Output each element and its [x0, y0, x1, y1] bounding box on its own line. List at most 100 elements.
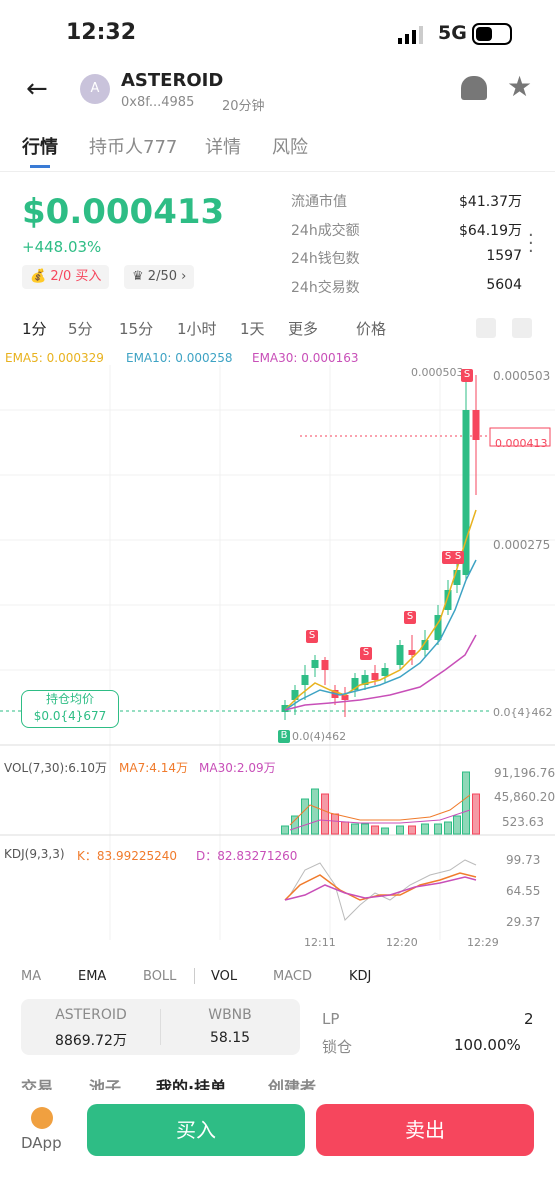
divider: [0, 171, 555, 172]
ema-legend: EMA30: 0.000163: [252, 351, 359, 365]
indicator[interactable]: VOL: [211, 969, 238, 984]
dapp-icon[interactable]: [31, 1107, 53, 1129]
stat-label: 24h交易数: [291, 279, 360, 296]
separator: [160, 1009, 161, 1045]
vol-axis: 45,860.20: [494, 790, 555, 804]
candle-body: [371, 673, 379, 680]
address[interactable]: 0x8f...4985: [121, 95, 195, 110]
axis-label: 0.000503: [493, 369, 551, 383]
interval[interactable]: 15分: [119, 320, 154, 338]
lp-value: 2: [524, 1010, 534, 1028]
sub-tab[interactable]: 创建者: [268, 1078, 317, 1090]
holding-value: $0.0{4}677: [33, 709, 107, 723]
vol-legend: MA7:4.14万: [119, 761, 188, 775]
candle-body: [361, 675, 369, 685]
tab[interactable]: 风险: [272, 137, 308, 158]
kdj-axis: 99.73: [506, 853, 541, 867]
sub-tabs: 交易 池子 我的·挂单 创建者: [0, 1070, 555, 1090]
sell-button[interactable]: 卖出: [316, 1104, 534, 1156]
time-label: 12:20: [386, 936, 418, 949]
candle-body: [462, 410, 470, 575]
avatar: A: [80, 74, 110, 104]
volume-bar: [311, 788, 319, 835]
vol-axis: 91,196.76: [494, 766, 555, 780]
ma30-line: [289, 809, 471, 831]
badge-count: 2/0: [50, 269, 72, 284]
age: 20分钟: [222, 99, 265, 114]
buy-button[interactable]: 买入: [87, 1104, 305, 1156]
ema30-line: [284, 634, 477, 711]
stat-value: 5604: [486, 276, 522, 293]
interval[interactable]: 更多: [288, 320, 319, 338]
volume-bar: [321, 793, 329, 835]
tab[interactable]: 行情: [22, 137, 58, 158]
volume-bar: [341, 821, 349, 835]
tab[interactable]: 详情: [205, 137, 241, 158]
pool-amount: 8869.72万: [55, 1033, 127, 1049]
axis-label: 0.0{4}462: [493, 706, 553, 719]
kline-chart: [0, 365, 555, 940]
holding-box: 持仓均价 $0.0{4}677: [21, 690, 119, 728]
more-dots[interactable]: · · ·: [528, 225, 534, 262]
icon[interactable]: [512, 318, 532, 338]
sell-flag: S: [461, 369, 473, 382]
current-price-box: [489, 427, 551, 447]
battery: [472, 23, 512, 45]
star-icon[interactable]: ★: [507, 70, 533, 103]
vol-legend: MA30:2.09万: [199, 761, 276, 775]
high-marker: 0.000503: [411, 366, 464, 379]
volume-bar: [462, 771, 470, 835]
kdj-legend: K：83.99225240: [77, 849, 178, 863]
buy-badge[interactable]: 💰 2/0 买入: [22, 265, 110, 289]
interval[interactable]: 1分: [22, 320, 47, 338]
interval[interactable]: 5分: [68, 320, 93, 338]
stat-value: 1597: [486, 248, 522, 264]
vol-axis: 523.63: [502, 815, 544, 829]
candles: [281, 375, 480, 720]
candle-body: [396, 645, 404, 665]
candle-body: [311, 660, 319, 668]
candle-body: [281, 705, 289, 712]
kdj-axis: 29.37: [506, 915, 541, 929]
d-line: [284, 876, 477, 901]
back-button[interactable]: ←: [26, 74, 48, 104]
current-price: 0.000413: [495, 437, 548, 450]
candle-body: [421, 640, 429, 650]
volume-bar: [331, 813, 339, 835]
volume-bar: [371, 825, 379, 835]
sub-tab[interactable]: 交易: [21, 1078, 54, 1090]
status-time: 12:32: [66, 20, 137, 45]
indicator[interactable]: BOLL: [143, 969, 177, 984]
interval[interactable]: 1小时: [177, 320, 217, 338]
candle-body: [321, 660, 329, 670]
candle-body: [444, 590, 452, 610]
crown-badge[interactable]: ♛ 2/50 ›: [124, 265, 195, 289]
sub-tab[interactable]: 池子: [89, 1078, 122, 1090]
indicator[interactable]: KDJ: [349, 969, 372, 984]
volume-bar: [472, 793, 480, 835]
sell-flag: S: [360, 647, 372, 660]
tab[interactable]: 持币人777: [89, 137, 178, 158]
interval[interactable]: 价格: [356, 320, 387, 338]
stat-value: $41.37万: [459, 194, 522, 210]
ema-legend: EMA10: 0.000258: [126, 351, 233, 365]
grid: [0, 365, 555, 940]
indicator[interactable]: MA: [21, 969, 42, 984]
bell-icon[interactable]: [461, 76, 487, 100]
interval[interactable]: 1天: [240, 320, 265, 338]
icon[interactable]: [476, 318, 496, 338]
badge-action: 买入: [75, 269, 102, 284]
candle-body: [408, 650, 416, 655]
kdj-legend: D：82.83271260: [196, 849, 298, 863]
indicator[interactable]: EMA: [78, 969, 107, 984]
volume-bar: [396, 825, 404, 835]
sub-tab[interactable]: 我的·挂单: [156, 1078, 227, 1090]
volume-bar: [361, 823, 369, 835]
ma7-line: [289, 794, 471, 826]
volume-bar: [408, 825, 416, 835]
indicator[interactable]: MACD: [273, 969, 312, 984]
candle-body: [291, 690, 299, 700]
volume-bar: [381, 827, 389, 835]
dapp-label[interactable]: DApp: [21, 1134, 62, 1152]
